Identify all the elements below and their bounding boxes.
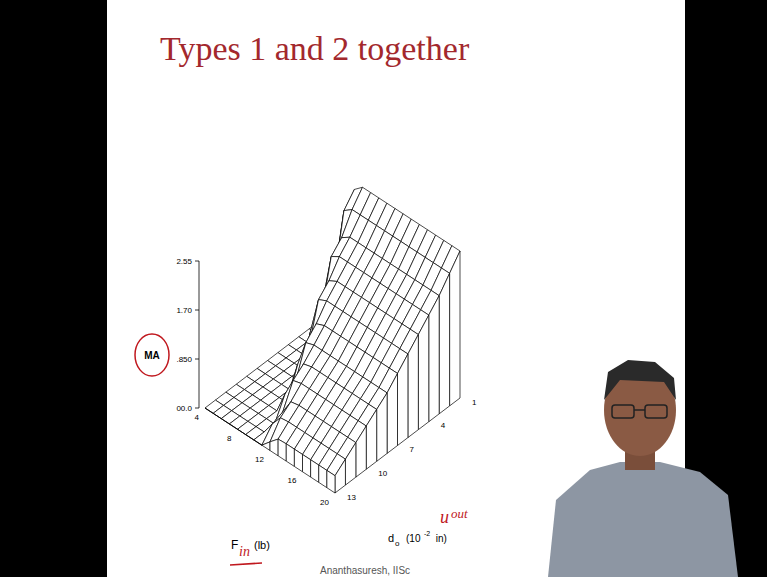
svg-text:MA: MA — [144, 350, 160, 361]
svg-text:4: 4 — [195, 413, 200, 422]
svg-text:in: in — [239, 544, 250, 559]
svg-text:.850: .850 — [176, 355, 192, 364]
svg-text:10: 10 — [378, 469, 387, 478]
svg-text:(lb): (lb) — [254, 539, 270, 551]
svg-text:u: u — [440, 507, 449, 527]
svg-text:o: o — [395, 539, 400, 548]
svg-text:16: 16 — [288, 476, 297, 485]
svg-text:00.0: 00.0 — [176, 404, 192, 413]
svg-text:d: d — [388, 532, 394, 544]
svg-text:1: 1 — [472, 398, 477, 407]
svg-text:out: out — [451, 506, 468, 521]
svg-text:1.70: 1.70 — [176, 306, 192, 315]
svg-text:13: 13 — [347, 493, 356, 502]
svg-text:-2: -2 — [424, 530, 430, 537]
svg-text:20: 20 — [320, 498, 329, 507]
svg-text:(10: (10 — [406, 533, 421, 544]
svg-text:12: 12 — [255, 455, 264, 464]
svg-text:Ananthasuresh, IISc: Ananthasuresh, IISc — [320, 565, 410, 576]
svg-text:8: 8 — [227, 434, 232, 443]
svg-text:4: 4 — [441, 421, 446, 430]
svg-text:F: F — [231, 538, 238, 552]
svg-text:7: 7 — [410, 445, 415, 454]
svg-text:2.55: 2.55 — [176, 257, 192, 266]
svg-text:Types 1 and 2 together: Types 1 and 2 together — [160, 30, 470, 67]
svg-text:in): in) — [433, 533, 447, 544]
